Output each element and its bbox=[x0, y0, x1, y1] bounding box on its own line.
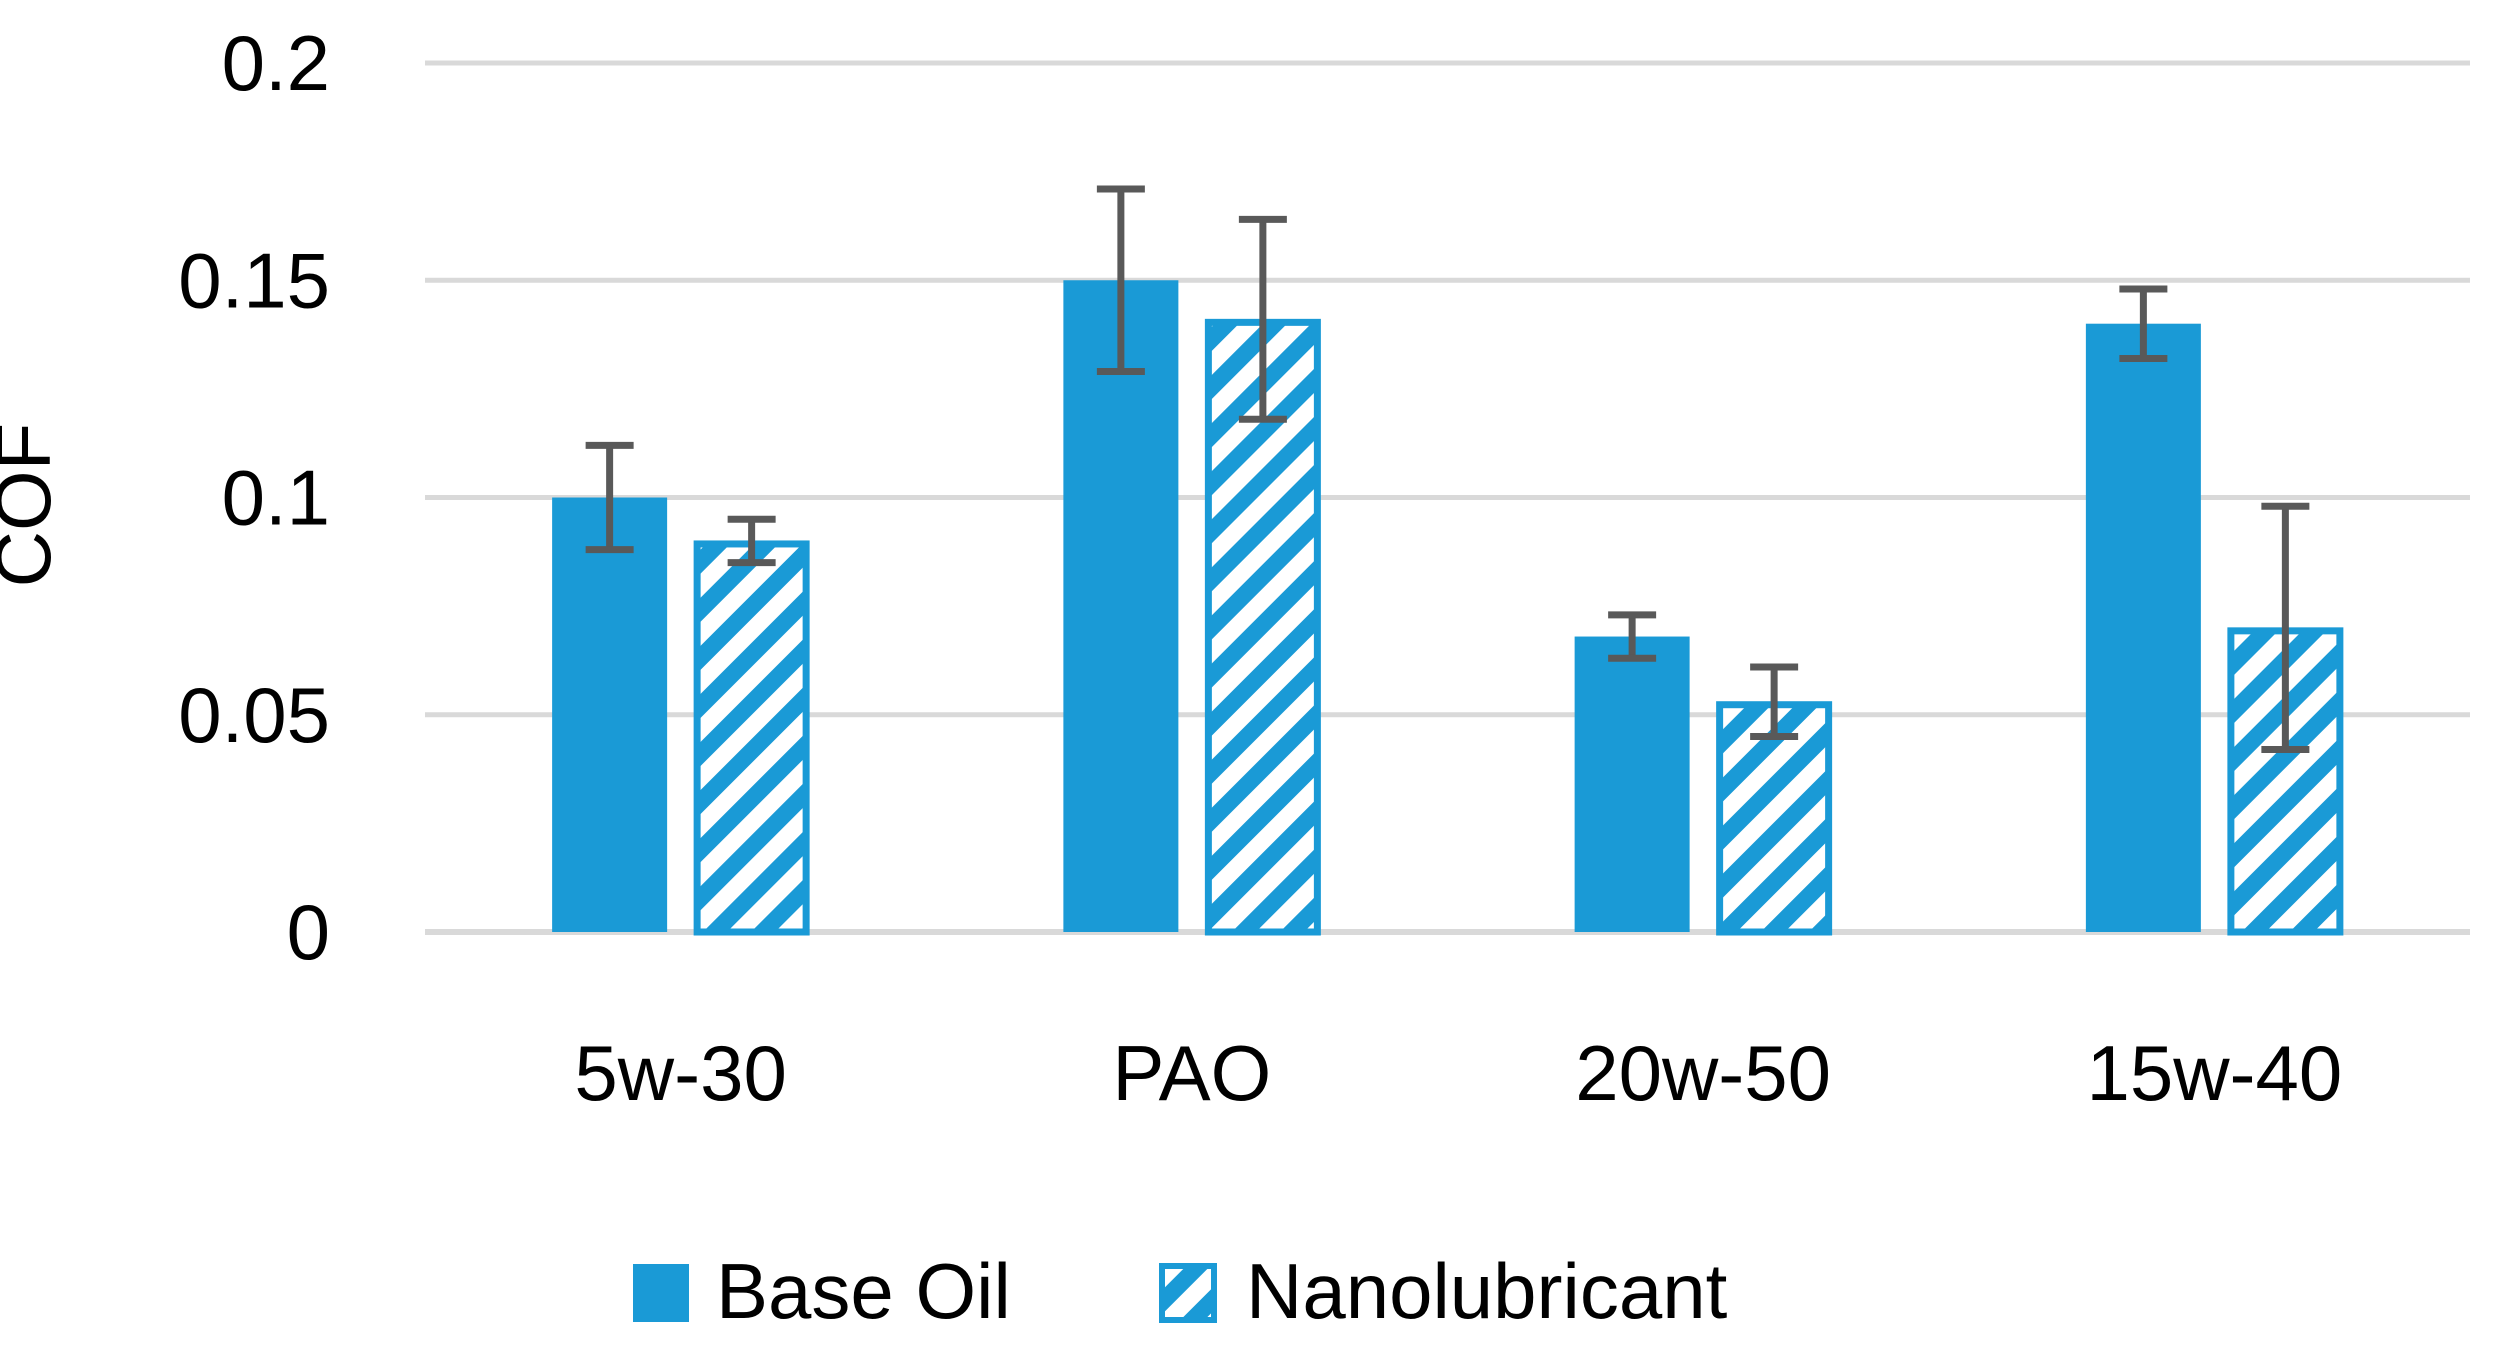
bar-base-oil bbox=[552, 497, 668, 932]
error-bar-base-oil bbox=[2119, 285, 2168, 362]
error-bar-base-oil bbox=[585, 441, 634, 554]
bar-base-oil bbox=[2085, 323, 2201, 932]
legend: Base Oil Nanolubricant bbox=[633, 1247, 1728, 1335]
y-tick-label: 0.2 bbox=[222, 19, 330, 107]
bar-nanolubricant bbox=[1716, 701, 1833, 936]
y-tick-label: 0.15 bbox=[178, 236, 330, 324]
error-bar-nanolubricant bbox=[727, 515, 776, 567]
legend-label-nanolubricant: Nanolubricant bbox=[1246, 1247, 1728, 1335]
x-category-label: PAO bbox=[1112, 1029, 1271, 1117]
y-tick-label: 0.1 bbox=[222, 454, 330, 542]
y-axis-ticks: 0 0.05 0.1 0.15 0.2 bbox=[178, 19, 330, 976]
legend-swatch-nanolubricant bbox=[1159, 1263, 1217, 1323]
x-category-label: 20w-50 bbox=[1575, 1029, 1831, 1117]
error-bar-base-oil bbox=[1608, 611, 1657, 662]
error-bar-base-oil bbox=[1096, 185, 1145, 375]
legend-swatch-base-oil bbox=[633, 1264, 689, 1322]
legend-item-base-oil[interactable]: Base Oil bbox=[633, 1247, 1011, 1335]
bar-nanolubricant bbox=[693, 540, 810, 936]
x-axis-categories: 5w-30 PAO 20w-50 15w-40 bbox=[574, 1029, 2342, 1117]
error-bar-nanolubricant bbox=[1238, 215, 1287, 423]
error-bar-nanolubricant bbox=[1750, 663, 1799, 740]
y-tick-label: 0 bbox=[287, 888, 330, 976]
y-tick-label: 0.05 bbox=[178, 671, 330, 759]
legend-item-nanolubricant[interactable]: Nanolubricant bbox=[1159, 1247, 1728, 1335]
y-axis-title: COF bbox=[0, 423, 67, 588]
bar-base-oil bbox=[1063, 280, 1179, 932]
legend-label-base-oil: Base Oil bbox=[716, 1247, 1011, 1335]
bar-nanolubricant bbox=[1204, 318, 1321, 936]
error-bars bbox=[585, 185, 2310, 754]
x-category-label: 5w-30 bbox=[574, 1029, 786, 1117]
x-category-label: 15w-40 bbox=[2086, 1029, 2342, 1117]
bar-base-oil bbox=[1574, 636, 1690, 932]
bars bbox=[552, 280, 2344, 936]
error-bar-nanolubricant bbox=[2261, 502, 2310, 754]
